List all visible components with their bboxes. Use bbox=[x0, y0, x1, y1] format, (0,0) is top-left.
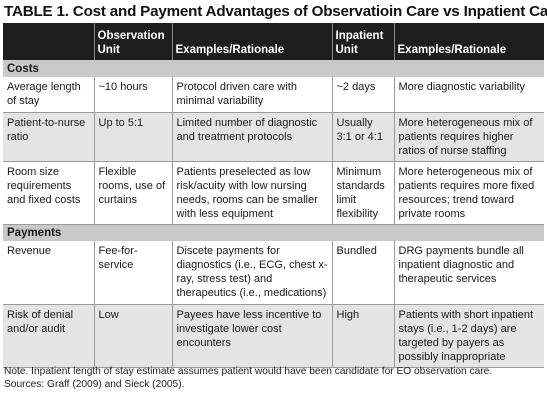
observation-rationale: Discete payments for diagnostics (i.e., … bbox=[171, 241, 332, 305]
inpatient-value: ~2 days bbox=[331, 77, 394, 113]
inpatient-value: High bbox=[331, 304, 394, 368]
row-label: Average length of stay bbox=[3, 77, 94, 113]
section-row-payments: Payments bbox=[3, 224, 544, 241]
table-row: Risk of denial and/or audit Low Payees h… bbox=[3, 304, 544, 368]
section-label: Costs bbox=[7, 62, 39, 75]
inpatient-value: Usually 3:1 or 4:1 bbox=[331, 112, 394, 162]
observation-value: Flexible rooms, use of curtains bbox=[93, 161, 172, 225]
observation-rationale: Limited number of diagnostic and treatme… bbox=[171, 112, 332, 162]
inpatient-value: Minimum standards limit flexibility bbox=[331, 161, 394, 225]
table-row: Average length of stay ~10 hours Protoco… bbox=[3, 77, 544, 113]
row-label: Room size requirements and fixed costs bbox=[3, 161, 94, 225]
table-row: Patient-to-nurse ratio Up to 5:1 Limited… bbox=[3, 112, 544, 162]
observation-value: ~10 hours bbox=[93, 77, 172, 113]
comparison-table: Observation Unit Examples/Rationale Inpa… bbox=[3, 23, 544, 368]
inpatient-rationale: DRG payments bundle all inpatient diagno… bbox=[393, 241, 544, 305]
header-observation-unit: Observation Unit bbox=[93, 23, 172, 60]
header-inpatient-unit: Inpatient Unit bbox=[331, 23, 394, 60]
table-footnote: Note. Inpatient length of stay estimate … bbox=[4, 365, 544, 391]
row-label: Revenue bbox=[3, 241, 94, 305]
observation-value: Low bbox=[93, 304, 172, 368]
observation-rationale: Patients preselected as low risk/acuity … bbox=[171, 161, 332, 225]
footnote-sources: Sources: Graff (2009) and Sieck (2005). bbox=[4, 379, 185, 390]
table-title: TABLE 1. Cost and Payment Advantages of … bbox=[4, 3, 547, 20]
observation-value: Fee-for-service bbox=[93, 241, 172, 305]
inpatient-value: Bundled bbox=[331, 241, 394, 305]
observation-value: Up to 5:1 bbox=[93, 112, 172, 162]
observation-rationale: Payees have less incentive to investigat… bbox=[171, 304, 332, 368]
inpatient-rationale: More heterogeneous mix of patients requi… bbox=[393, 161, 544, 225]
header-row: Observation Unit Examples/Rationale Inpa… bbox=[3, 23, 544, 60]
inpatient-rationale: More heterogeneous mix of patients requi… bbox=[393, 112, 544, 162]
section-label: Payments bbox=[7, 226, 62, 239]
row-label: Risk of denial and/or audit bbox=[3, 304, 94, 368]
footnote-note: Note. Inpatient length of stay estimate … bbox=[4, 366, 493, 377]
inpatient-rationale: More diagnostic variability bbox=[393, 77, 544, 113]
row-label: Patient-to-nurse ratio bbox=[3, 112, 94, 162]
header-cell-blank bbox=[3, 23, 94, 60]
header-observation-rationale: Examples/Rationale bbox=[171, 23, 332, 60]
inpatient-rationale: Patients with short inpatient stays (i.e… bbox=[393, 304, 544, 368]
table-row: Revenue Fee-for-service Discete payments… bbox=[3, 241, 544, 305]
table-row: Room size requirements and fixed costs F… bbox=[3, 161, 544, 225]
header-inpatient-rationale: Examples/Rationale bbox=[393, 23, 544, 60]
observation-rationale: Protocol driven care with minimal variab… bbox=[171, 77, 332, 113]
section-row-costs: Costs bbox=[3, 60, 544, 77]
